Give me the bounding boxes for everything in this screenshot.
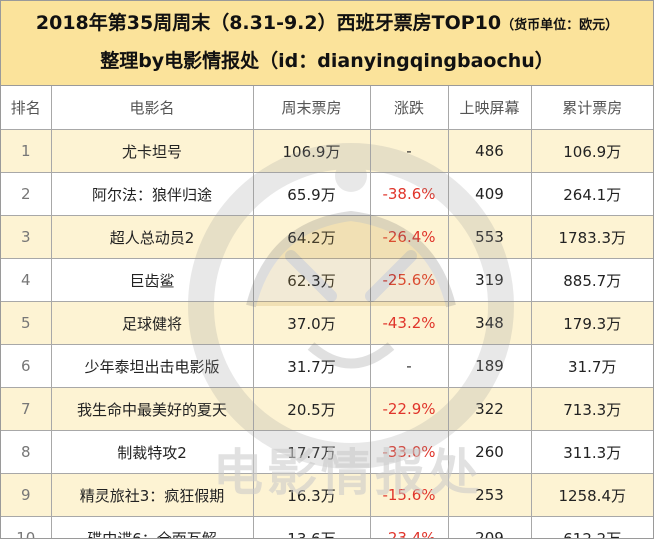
currency-note: （货币单位：欧元） bbox=[501, 18, 619, 33]
page-subtitle: 整理by电影情报处（id：dianyingqingbaochu） bbox=[100, 50, 554, 72]
cell-rank: 6 bbox=[1, 344, 52, 388]
table-header-row: 排名 电影名 周末票房 涨跌 上映屏幕 累计票房 bbox=[1, 86, 653, 130]
cell-weekend-gross: 37.0万 bbox=[252, 301, 371, 345]
cell-title: 超人总动员2 bbox=[50, 215, 254, 259]
cell-total-gross: 885.7万 bbox=[530, 258, 653, 302]
title-line: 2018年第35周周末（8.31-9.2）西班牙票房TOP10（货币单位：欧元） bbox=[1, 10, 653, 39]
cell-screens: 553 bbox=[447, 215, 532, 259]
cell-total-gross: 1783.3万 bbox=[530, 215, 653, 259]
table-row: 8 制裁特攻2 17.7万 -33.0% 260 311.3万 bbox=[1, 430, 653, 474]
cell-weekend-gross: 65.9万 bbox=[252, 172, 371, 216]
cell-total-gross: 31.7万 bbox=[530, 344, 653, 388]
table-body: 1 尤卡坦号 106.9万 -486 106.9万 2 阿尔法：狼伴归途 65.9万 -38.6… bbox=[1, 129, 653, 538]
cell-weekend-gross: 20.5万 bbox=[252, 387, 371, 431]
cell-screens: 348 bbox=[447, 301, 532, 345]
cell-rank: 10 bbox=[1, 516, 52, 538]
column-header-total: 累计票房 bbox=[530, 86, 653, 130]
table-row: 2 阿尔法：狼伴归途 65.9万 -38.6% 409 264.1万 bbox=[1, 172, 653, 216]
cell-screens: 253 bbox=[447, 473, 532, 517]
cell-total-gross: 713.3万 bbox=[530, 387, 653, 431]
cell-screens: 322 bbox=[447, 387, 532, 431]
cell-change: -33.0% bbox=[369, 430, 449, 474]
cell-change: -22.9% bbox=[369, 387, 449, 431]
cell-weekend-gross: 64.2万 bbox=[252, 215, 371, 259]
cell-rank: 3 bbox=[1, 215, 52, 259]
cell-change: - bbox=[369, 344, 449, 388]
cell-total-gross: 106.9万 bbox=[530, 129, 653, 173]
cell-change: -43.2% bbox=[369, 301, 449, 345]
cell-rank: 5 bbox=[1, 301, 52, 345]
cell-weekend-gross: 106.9万 bbox=[252, 129, 371, 173]
cell-weekend-gross: 16.3万 bbox=[252, 473, 371, 517]
table-row: 5 足球健将 37.0万 -43.2% 348 179.3万 bbox=[1, 301, 653, 345]
table-row: 9 精灵旅社3：疯狂假期 16.3万 -15.6% 253 1258.4万 bbox=[1, 473, 653, 517]
table-row: 1 尤卡坦号 106.9万 -486 106.9万 bbox=[1, 129, 653, 173]
cell-title: 制裁特攻2 bbox=[50, 430, 254, 474]
cell-weekend-gross: 62.3万 bbox=[252, 258, 371, 302]
cell-screens: 209 bbox=[447, 516, 532, 538]
cell-change: -26.4% bbox=[369, 215, 449, 259]
cell-weekend-gross: 17.7万 bbox=[252, 430, 371, 474]
cell-title: 足球健将 bbox=[50, 301, 254, 345]
cell-screens: 189 bbox=[447, 344, 532, 388]
cell-total-gross: 264.1万 bbox=[530, 172, 653, 216]
cell-title: 尤卡坦号 bbox=[50, 129, 254, 173]
cell-screens: 319 bbox=[447, 258, 532, 302]
cell-screens: 409 bbox=[447, 172, 532, 216]
cell-title: 少年泰坦出击电影版 bbox=[50, 344, 254, 388]
box-office-table: 排名 电影名 周末票房 涨跌 上映屏幕 累计票房 1 尤卡坦号 106.9万 -486… bbox=[1, 86, 653, 538]
cell-total-gross: 1258.4万 bbox=[530, 473, 653, 517]
cell-title: 巨齿鲨 bbox=[50, 258, 254, 302]
title-bar: 2018年第35周周末（8.31-9.2）西班牙票房TOP10（货币单位：欧元）… bbox=[1, 1, 653, 86]
cell-rank: 2 bbox=[1, 172, 52, 216]
cell-title: 精灵旅社3：疯狂假期 bbox=[50, 473, 254, 517]
cell-change: -25.6% bbox=[369, 258, 449, 302]
column-header-rank: 排名 bbox=[1, 86, 52, 130]
cell-total-gross: 612.2万 bbox=[530, 516, 653, 538]
column-header-screens: 上映屏幕 bbox=[447, 86, 532, 130]
cell-rank: 8 bbox=[1, 430, 52, 474]
table-row: 10 碟中谍6：全面瓦解 13.6万 -23.4% 209 612.2万 bbox=[1, 516, 653, 538]
column-header-weekend: 周末票房 bbox=[252, 86, 371, 130]
cell-change: -38.6% bbox=[369, 172, 449, 216]
cell-screens: 486 bbox=[447, 129, 532, 173]
cell-rank: 9 bbox=[1, 473, 52, 517]
cell-weekend-gross: 31.7万 bbox=[252, 344, 371, 388]
cell-title: 我生命中最美好的夏天 bbox=[50, 387, 254, 431]
cell-total-gross: 179.3万 bbox=[530, 301, 653, 345]
cell-weekend-gross: 13.6万 bbox=[252, 516, 371, 538]
cell-title: 碟中谍6：全面瓦解 bbox=[50, 516, 254, 538]
column-header-title: 电影名 bbox=[50, 86, 254, 130]
cell-change: - bbox=[369, 129, 449, 173]
cell-screens: 260 bbox=[447, 430, 532, 474]
table-row: 3 超人总动员2 64.2万 -26.4% 553 1783.3万 bbox=[1, 215, 653, 259]
table-row: 4 巨齿鲨 62.3万 -25.6% 319 885.7万 bbox=[1, 258, 653, 302]
column-header-change: 涨跌 bbox=[369, 86, 449, 130]
cell-rank: 1 bbox=[1, 129, 52, 173]
cell-change: -15.6% bbox=[369, 473, 449, 517]
cell-change: -23.4% bbox=[369, 516, 449, 538]
page-title: 2018年第35周周末（8.31-9.2）西班牙票房TOP10 bbox=[35, 12, 502, 34]
cell-rank: 4 bbox=[1, 258, 52, 302]
cell-rank: 7 bbox=[1, 387, 52, 431]
table-row: 6 少年泰坦出击电影版 31.7万 -189 31.7万 bbox=[1, 344, 653, 388]
cell-title: 阿尔法：狼伴归途 bbox=[50, 172, 254, 216]
cell-total-gross: 311.3万 bbox=[530, 430, 653, 474]
table-row: 7 我生命中最美好的夏天 20.5万 -22.9% 322 713.3万 bbox=[1, 387, 653, 431]
